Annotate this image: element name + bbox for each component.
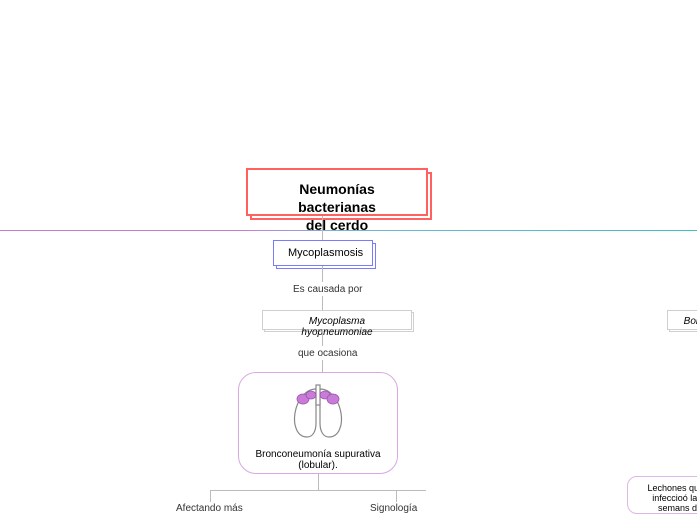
connector-text1-agent (322, 296, 323, 310)
sub1-node[interactable]: Mycoplasmosis (273, 240, 373, 266)
sub1-label: Mycoplasmosis (288, 247, 363, 259)
bottom-label-right: Signología (370, 503, 417, 514)
lung-icon (283, 383, 353, 443)
bottom-label-left: Afectando más (176, 503, 243, 514)
disease-label: Bronconeumonía supurativa (lobular). (255, 449, 380, 471)
connector-label-1: Es causada por (293, 284, 363, 295)
disease-box[interactable]: Bronconeumonía supurativa (lobular). (238, 372, 398, 474)
agent-node[interactable]: Mycoplasma hyopneumoniae (262, 310, 412, 330)
split-hline (210, 490, 426, 491)
connector-disease-split (318, 474, 319, 490)
partial-right-box[interactable]: Lechones que contrinfeccioó las primsema… (627, 476, 697, 514)
connector-text2-disease (322, 360, 323, 372)
connector-agent-text2 (322, 330, 323, 346)
split-left-v (210, 490, 211, 502)
agent-label: Mycoplasma hyopneumoniae (301, 316, 372, 338)
agent-right-label: Borde (684, 316, 697, 327)
connector-root-sub1 (322, 216, 323, 240)
root-node[interactable]: Neumonías bacterianasdel cerdo (246, 168, 428, 216)
connector-sub1-text1 (322, 266, 323, 282)
partial-right-text: Lechones que contrinfeccioó las primsema… (647, 483, 697, 513)
agent-right-node[interactable]: Borde (667, 310, 697, 330)
connector-label-2: que ocasiona (298, 348, 358, 359)
split-right-v (396, 490, 397, 502)
